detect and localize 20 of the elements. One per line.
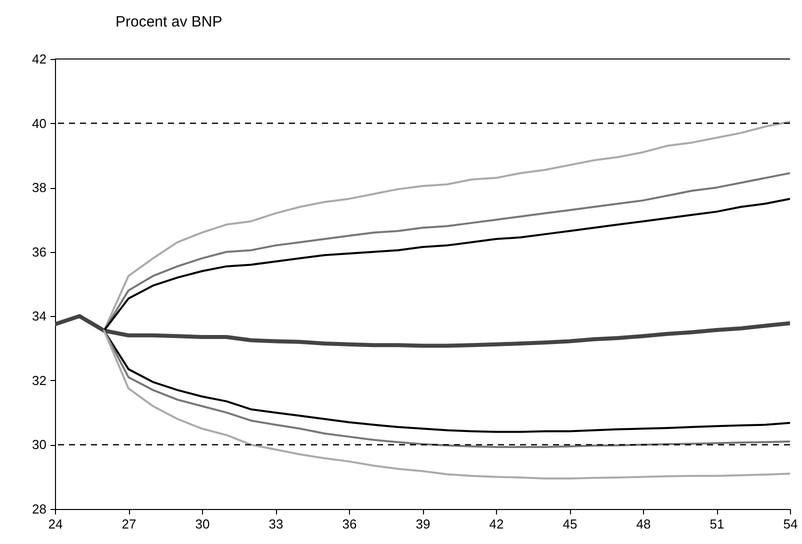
x-tick-label: 48 bbox=[636, 516, 651, 532]
x-tick-label: 51 bbox=[710, 516, 724, 532]
y-tick-label: 30 bbox=[32, 437, 46, 452]
x-tick-label: 30 bbox=[195, 516, 210, 532]
x-tick-label: 24 bbox=[48, 516, 63, 532]
y-tick-label: 32 bbox=[32, 372, 46, 388]
x-tick-label: 54 bbox=[783, 516, 798, 532]
x-tick-label: 39 bbox=[416, 516, 430, 532]
y-tick-label: 38 bbox=[32, 180, 46, 196]
y-tick-label: 42 bbox=[32, 52, 46, 66]
x-tick-label: 33 bbox=[268, 516, 284, 532]
y-axis-title: Procent av BNP bbox=[116, 14, 222, 30]
y-tick-label: 40 bbox=[32, 116, 46, 131]
x-tick-label: 27 bbox=[122, 516, 136, 532]
x-tick-label: 42 bbox=[489, 516, 504, 532]
y-tick-label: 34 bbox=[32, 308, 46, 324]
x-tick-label: 45 bbox=[562, 516, 578, 532]
y-tick-label: 28 bbox=[32, 502, 46, 516]
x-tick-label: 36 bbox=[342, 516, 357, 532]
y-tick-label: 36 bbox=[32, 244, 46, 260]
